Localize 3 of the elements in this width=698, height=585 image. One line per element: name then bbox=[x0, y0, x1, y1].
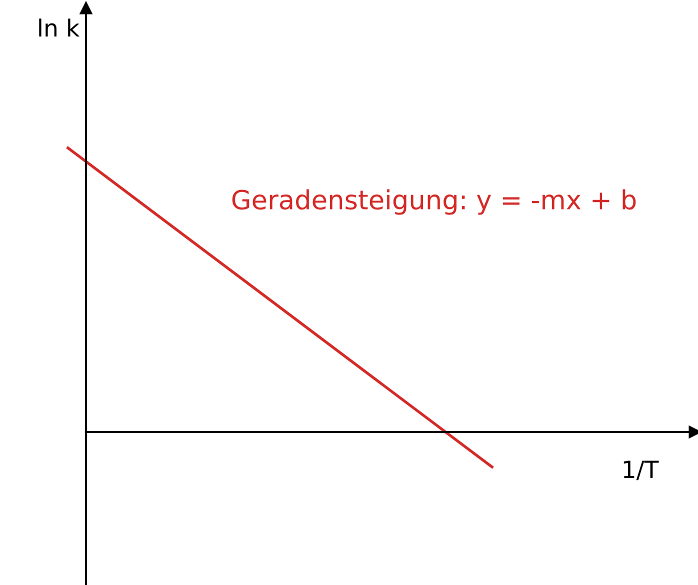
y-axis-title: ln k bbox=[39, 18, 80, 37]
annotation: Geradensteigung: y = -mx + b bbox=[232, 189, 636, 215]
x-axis-title: 1/T bbox=[624, 460, 659, 480]
